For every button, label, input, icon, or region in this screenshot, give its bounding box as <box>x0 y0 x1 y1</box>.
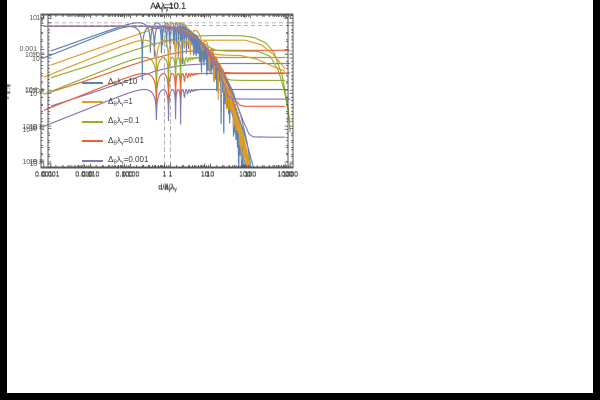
axis-ticks <box>41 14 288 167</box>
y-tick-label: 10-4 <box>24 51 37 59</box>
x-tick-label: 0.001 <box>35 170 53 178</box>
x-axis-label: d/λγ <box>164 183 177 194</box>
x-tick-label: 1000 <box>277 170 293 178</box>
x-tick-label: 1 <box>168 171 173 179</box>
y-tick-label: 10 <box>29 14 37 22</box>
x-tick-label: 0.001 <box>42 171 60 179</box>
x-tick-label: 100 <box>244 170 257 178</box>
x-tick-label: 10 <box>200 170 209 178</box>
x-tick-label: 0.010 <box>81 171 100 179</box>
legend-swatch-dB-0p01 <box>82 140 103 143</box>
legend-label: ΔBλγ=10 <box>108 77 138 89</box>
legend-entry: ΔBλγ=10 <box>82 73 148 93</box>
x-tick-label: 0.010 <box>81 170 100 178</box>
curve-dB-0p01 <box>50 49 291 93</box>
x-tick-label: 0.100 <box>121 170 140 178</box>
legend-label: ΔBλγ=1 <box>108 96 133 108</box>
x-tick-label: 0.001 <box>35 171 53 179</box>
plot-title: Aλγ=10 <box>150 1 179 13</box>
x-tick-label: 1 <box>162 170 167 178</box>
plot-title: Aλγ=10 <box>150 1 179 13</box>
y-tick-label: 0.001 <box>19 45 37 53</box>
y-tick-label: 10 <box>36 14 44 22</box>
legend-swatch-dB-10 <box>82 81 103 84</box>
legend-swatch-dB-1 <box>82 101 103 104</box>
y-tick-label: 10-8 <box>24 86 37 95</box>
black-bar-left <box>0 0 7 400</box>
x-tick-label: 1 <box>168 170 173 178</box>
y-tick-label: 10-9 <box>24 87 37 95</box>
y-tick-label: 10-13 <box>22 127 37 135</box>
y-tick-label: 1 <box>40 19 44 27</box>
legend-label: ΔBλγ=0.001 <box>108 155 149 167</box>
curve-dB-0p001 <box>50 62 291 107</box>
legend-entry: ΔBλγ=0.1 <box>82 112 148 132</box>
x-tick-label: 0.010 <box>75 171 93 179</box>
x-tick-label: 0.100 <box>115 171 134 179</box>
x-tick-label: 10 <box>206 171 215 179</box>
legend: ΔBλγ=10 ΔBλγ=1 ΔBλγ=0.1 ΔBλγ=0.01 ΔBλγ=0.001 <box>82 73 148 171</box>
curve-dB-0p001 <box>43 88 286 127</box>
y-tick-label: 10-5 <box>31 55 44 63</box>
legend-swatch-dB-0p1 <box>82 120 103 123</box>
x-tick-label: 1000 <box>282 171 298 179</box>
x-tick-label: 1 <box>162 171 167 179</box>
x-tick-label: 100 <box>239 170 251 178</box>
legend-entry: ΔBλγ=0.01 <box>82 132 148 152</box>
black-bar-bottom <box>0 393 600 400</box>
x-axis-label: d/λγ <box>158 183 171 194</box>
dashed-guides <box>41 14 288 167</box>
x-axis-label: d/λγ <box>164 182 177 193</box>
x-tick-label: 0.001 <box>42 170 60 178</box>
x-tick-label: 0.010 <box>75 170 93 178</box>
plot-title: Aλγ=0.1 <box>154 1 187 13</box>
plot-bottom-right <box>40 13 289 168</box>
x-tick-label: 0.100 <box>121 171 140 179</box>
legend-label: ΔBλγ=0.1 <box>108 116 140 128</box>
black-bar-right <box>593 0 600 400</box>
legend-swatch-dB-0p001 <box>82 159 103 162</box>
x-tick-label: 100 <box>239 171 251 179</box>
curve-dB-1 <box>43 39 286 78</box>
y-tick-label: 10-14 <box>22 123 37 131</box>
x-tick-label: 0.100 <box>115 170 134 178</box>
panel-bottom-right: Aλγ=10 Pγ→γ d/λγ 0.0010.0100.10011010010… <box>0 0 300 202</box>
x-tick-label: 10 <box>200 171 209 179</box>
curve-dB-10 <box>43 25 252 167</box>
x-tick-label: 1000 <box>277 171 293 179</box>
legend-entry: ΔBλγ=0.001 <box>82 151 148 171</box>
x-tick-label: 10 <box>206 170 215 178</box>
plot-title: Aλγ=0.1 <box>154 1 187 13</box>
curve-dB-0p001 <box>43 25 286 138</box>
x-tick-label: 1000 <box>282 170 298 178</box>
x-tick-label: 100 <box>244 171 257 179</box>
y-tick-label: 10-19 <box>22 159 37 167</box>
x-axis-label: d/λγ <box>158 182 171 193</box>
legend-label: ΔBλγ=0.01 <box>108 135 144 147</box>
legend-entry: ΔBλγ=1 <box>82 93 148 113</box>
